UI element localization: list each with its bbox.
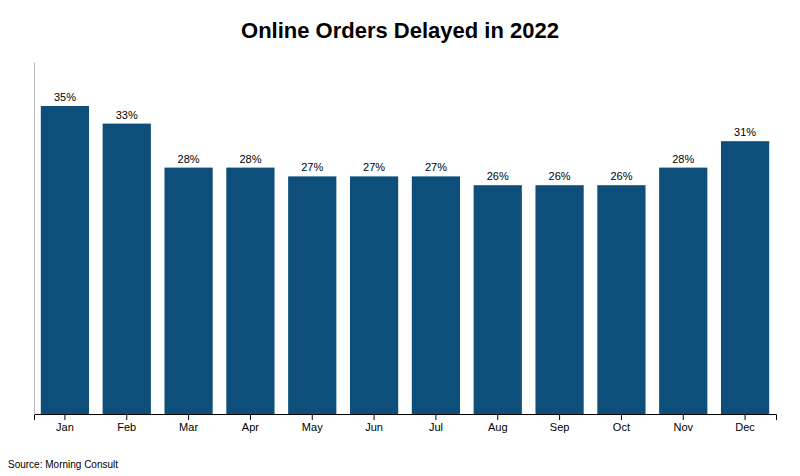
x-tick-label: Jul [429, 421, 443, 433]
x-tick: Jul [429, 414, 443, 433]
x-tick: Sep [550, 414, 570, 433]
data-label: 26% [549, 170, 571, 182]
x-tick-label: Nov [673, 421, 693, 433]
bar [721, 141, 769, 414]
data-label: 26% [610, 170, 632, 182]
chart-svg: 35% 33% 28% 28% 27% 27% 27% 26% 26% 26% 28% 31% Jan F… [0, 0, 800, 476]
x-tick-label: Mar [179, 421, 198, 433]
bar [659, 168, 707, 414]
data-label: 31% [734, 126, 756, 138]
bar [350, 176, 398, 414]
x-tick-mark [374, 414, 375, 420]
x-tick-mark [312, 414, 313, 420]
data-label: 35% [54, 91, 76, 103]
x-tick: Nov [673, 414, 693, 433]
data-label: 27% [425, 161, 447, 173]
x-tick-label: Aug [488, 421, 508, 433]
chart-container: 35% 33% 28% 28% 27% 27% 27% 26% 26% 26% 28% 31% Jan F… [0, 0, 800, 476]
bars [41, 106, 769, 414]
x-tick-label: Jun [365, 421, 383, 433]
x-tick-label: Dec [735, 421, 755, 433]
x-tick-mark [126, 414, 127, 420]
x-tick: May [302, 414, 323, 433]
x-axis-line [35, 415, 777, 421]
x-tick: Jun [365, 414, 383, 433]
plot-area: 35% 33% 28% 28% 27% 27% 27% 26% 26% 26% 28% 31% Jan F… [35, 63, 777, 433]
bar [474, 185, 522, 414]
data-label: 28% [239, 153, 261, 165]
bar [535, 185, 583, 414]
x-tick-label: Feb [117, 421, 136, 433]
bar [412, 176, 460, 414]
x-axis: Jan Feb Mar Apr May Jun Jul Aug Sep Oct Nov Dec [35, 414, 777, 433]
bar [288, 176, 336, 414]
bar [41, 106, 89, 414]
x-tick: Mar [179, 414, 198, 433]
x-tick: Aug [488, 414, 508, 433]
data-label: 27% [363, 161, 385, 173]
data-label: 28% [178, 153, 200, 165]
x-tick-label: Sep [550, 421, 570, 433]
x-tick-mark [683, 414, 684, 420]
data-label: 33% [116, 109, 138, 121]
y-axis-line [34, 63, 35, 415]
x-tick: Oct [613, 414, 630, 433]
data-label: 27% [301, 161, 323, 173]
x-tick-mark [188, 414, 189, 420]
bar [103, 124, 151, 414]
x-tick-mark [497, 414, 498, 420]
x-tick: Apr [242, 414, 259, 433]
x-tick-label: Apr [242, 421, 259, 433]
x-tick-label: Oct [613, 421, 630, 433]
x-tick-mark [435, 414, 436, 420]
bar [164, 168, 212, 414]
data-label: 28% [672, 153, 694, 165]
x-tick-mark [64, 414, 65, 420]
x-tick-mark [250, 414, 251, 420]
y-axis [34, 63, 35, 415]
x-tick-label: Jan [56, 421, 74, 433]
data-labels: 35% 33% 28% 28% 27% 27% 27% 26% 26% 26% 28% 31% [54, 91, 756, 182]
data-label: 26% [487, 170, 509, 182]
x-tick: Dec [735, 414, 755, 433]
x-tick-label: May [302, 421, 323, 433]
x-tick: Jan [56, 414, 74, 433]
x-tick-mark [621, 414, 622, 420]
x-tick-mark [559, 414, 560, 420]
chart-title: Online Orders Delayed in 2022 [241, 18, 559, 43]
x-tick: Feb [117, 414, 136, 433]
bar [597, 185, 645, 414]
annotation: Source: Morning Consult [8, 459, 118, 470]
x-tick-mark [745, 414, 746, 420]
bar [226, 168, 274, 414]
